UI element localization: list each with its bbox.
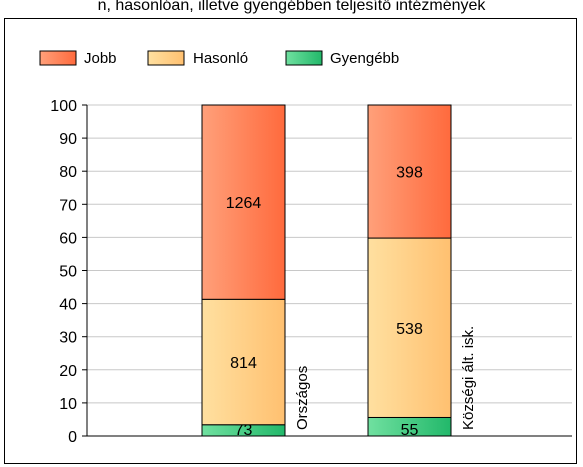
legend-swatch-jobb	[39, 50, 77, 66]
data-label-hasonlo: 814	[230, 355, 257, 372]
bar-segment-hasonlo	[201, 298, 286, 426]
y-tick-label: 50	[59, 264, 77, 281]
legend-label-gyengebb: Gyengébb	[330, 50, 399, 67]
data-label-gyengebb: 73	[235, 422, 253, 439]
legend-label-jobb: Jobb	[84, 50, 117, 67]
y-tick-label: 20	[59, 363, 77, 380]
data-label-gyengebb: 55	[401, 422, 419, 439]
y-axis: 0 10 20 30 40 50 60 70 80 90 100	[50, 98, 572, 446]
bar-segment-jobb	[367, 104, 452, 239]
chart-frame	[4, 18, 577, 464]
legend: Jobb Hasonló Gyengébb	[39, 50, 399, 67]
category-label: Községi ált. isk.	[460, 326, 477, 430]
page-title: n, hasonlóan, illetve gyengébben teljesí…	[97, 0, 486, 14]
category-label: Országos	[294, 366, 311, 430]
y-tick-label: 30	[59, 330, 77, 347]
y-tick-label: 10	[59, 396, 77, 413]
legend-label-hasonlo: Hasonló	[193, 50, 248, 67]
y-tick-label: 60	[59, 230, 77, 247]
data-label-hasonlo: 538	[396, 321, 423, 338]
legend-swatch-gyengebb	[285, 50, 323, 66]
legend-swatch-hasonlo	[147, 50, 185, 66]
y-tick-label: 100	[50, 98, 77, 115]
bars: 73 814 1264 55 538 398	[201, 104, 452, 439]
bar-segment-hasonlo	[367, 237, 452, 418]
category-labels: Országos Községi ált. isk.	[294, 326, 477, 430]
y-tick-label: 70	[59, 197, 77, 214]
y-tick-label: 0	[68, 429, 77, 446]
data-label-jobb: 398	[396, 165, 423, 182]
y-tick-label: 90	[59, 131, 77, 148]
y-tick-label: 80	[59, 164, 77, 181]
gridlines	[87, 104, 572, 437]
y-tick-label: 40	[59, 297, 77, 314]
data-label-jobb: 1264	[226, 195, 262, 212]
bar-segment-jobb	[201, 104, 286, 300]
